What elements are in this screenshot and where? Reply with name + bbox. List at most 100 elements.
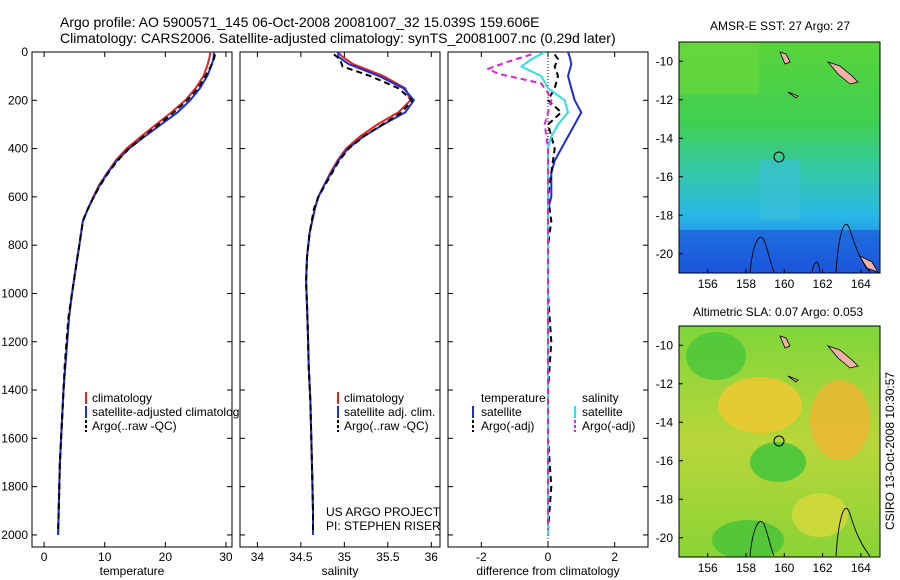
sla-map: Altimetric SLA: 0.07 Argo: 0.053 156 158 1… — [656, 305, 881, 575]
depth-tick-label: 600 — [8, 190, 28, 204]
legend-satellite-label: satellite adj. clim. — [344, 405, 435, 419]
sla-high-anomaly — [718, 377, 802, 433]
x-tick-label: -2 — [476, 550, 487, 564]
lat-tick-label: -10 — [656, 54, 674, 68]
sla-low-anomaly — [750, 442, 806, 482]
series-argo-raw-qc-line — [57, 54, 216, 531]
lon-tick-label: 158 — [736, 277, 756, 291]
coastline-contour — [811, 261, 821, 273]
salinity-panel-frame — [239, 51, 441, 548]
float-position-marker — [773, 151, 785, 163]
island-shape — [826, 61, 859, 85]
lon-tick-label: 164 — [851, 561, 871, 575]
sst-warm-patch — [679, 42, 759, 94]
temperature-axis-label: temperature — [100, 564, 165, 578]
figure-title-line1: Argo profile: AO 5900571_145 06-Oct-2008… — [60, 14, 540, 30]
salinity-panel: 34 34.5 35 35.5 36 salinity climatology sate… — [239, 51, 441, 578]
coastline-contour — [749, 521, 775, 557]
difference-panel: -2 0 2 difference from climatology tempera… — [447, 51, 649, 578]
coastline-contour — [749, 237, 775, 273]
lat-tick-label: -18 — [656, 208, 674, 222]
lon-tick-label: 164 — [851, 277, 871, 291]
depth-tick-label: 1800 — [1, 480, 28, 494]
x-tick-label: 30 — [219, 550, 233, 564]
coastline-contour — [835, 223, 871, 273]
series-argo-raw-qc-line — [305, 53, 414, 531]
lat-tick-label: -16 — [656, 170, 674, 184]
lat-tick-label: -20 — [656, 531, 674, 545]
lat-tick-label: -16 — [656, 454, 674, 468]
lat-tick-label: -10 — [656, 338, 674, 352]
project-annotation: US ARGO PROJECT — [326, 505, 441, 519]
figure-title-line2: Climatology: CARS2006. Satellite-adjuste… — [60, 30, 616, 46]
legend-temperature-heading: temperature — [481, 391, 546, 405]
lon-tick-label: 158 — [736, 561, 756, 575]
lat-tick-label: -18 — [656, 492, 674, 506]
legend-climatology-label: climatology — [92, 391, 152, 405]
lon-tick-label: 162 — [813, 561, 833, 575]
legend-sal-argo-label: Argo(-adj) — [582, 419, 635, 433]
x-tick-label: 0 — [545, 550, 552, 564]
x-tick-label: 34.5 — [289, 550, 313, 564]
depth-tick-label: 400 — [8, 142, 28, 156]
island-shape — [826, 345, 859, 369]
x-tick-label: 34 — [251, 550, 265, 564]
island-shape — [779, 51, 791, 65]
depth-tick-label: 1400 — [1, 383, 28, 397]
x-tick-label: 10 — [98, 550, 112, 564]
lon-tick-label: 156 — [698, 277, 718, 291]
float-position-marker — [773, 435, 785, 447]
x-tick-label: 36 — [425, 550, 439, 564]
depth-tick-label: 1200 — [1, 335, 28, 349]
series-salinity-argo-adj-line — [487, 53, 553, 531]
sst-map-frame — [678, 41, 881, 274]
depth-tick-label: 800 — [8, 238, 28, 252]
lon-tick-label: 160 — [774, 277, 794, 291]
x-tick-label: 35.5 — [376, 550, 400, 564]
sla-map-title: Altimetric SLA: 0.07 Argo: 0.053 — [693, 305, 863, 319]
legend-sal-satellite-label: satellite — [582, 405, 623, 419]
x-tick-label: 0 — [41, 550, 48, 564]
sla-high-anomaly — [810, 380, 870, 460]
legend-argo-label: Argo(..raw -QC) — [92, 419, 177, 433]
salinity-axis-label: salinity — [322, 564, 359, 578]
sla-map-frame — [678, 325, 881, 558]
legend-argo-label: Argo(..raw -QC) — [344, 419, 429, 433]
temperature-panel: 0 10 20 30 temperature climatology satellit… — [31, 51, 245, 578]
legend-salinity-heading: salinity — [582, 391, 619, 405]
lon-tick-label: 160 — [774, 561, 794, 575]
salinity-legend: climatology satellite adj. clim. Argo(..… — [337, 391, 435, 433]
depth-tick-label: 0 — [21, 45, 28, 59]
difference-legend: temperature satellite Argo(-adj) salinit… — [472, 391, 635, 433]
pi-annotation: PI: STEPHEN RISER — [326, 519, 441, 533]
x-tick-label: 20 — [159, 550, 173, 564]
island-shape — [779, 335, 791, 349]
x-tick-label: 35 — [338, 550, 352, 564]
lon-tick-label: 162 — [813, 277, 833, 291]
x-tick-label: 2 — [611, 550, 618, 564]
sst-cold-band — [679, 230, 880, 273]
lat-tick-label: -20 — [656, 247, 674, 261]
legend-temp-argo-label: Argo(-adj) — [481, 419, 534, 433]
sst-cool-patch — [760, 160, 800, 220]
lon-tick-label: 156 — [698, 561, 718, 575]
island-shape — [787, 375, 799, 383]
depth-axis: 0 200 400 600 800 1000 1200 1400 1600 1800 2000 — [1, 45, 28, 542]
lat-tick-label: -14 — [656, 415, 674, 429]
island-shape — [787, 91, 799, 99]
credit-timestamp: CSIRO 13-Oct-2008 10:30:57 — [883, 372, 897, 530]
legend-climatology-label: climatology — [344, 391, 404, 405]
sla-low-anomaly — [686, 332, 746, 380]
lat-tick-label: -14 — [656, 131, 674, 145]
sla-high-anomaly — [792, 493, 848, 537]
coastline-contour — [835, 507, 871, 557]
sst-map-title: AMSR-E SST: 27 Argo: 27 — [710, 19, 850, 33]
sst-map: AMSR-E SST: 27 Argo: 27 156 158 160 162 164 -… — [656, 19, 881, 291]
depth-tick-label: 1600 — [1, 431, 28, 445]
lat-tick-label: -12 — [656, 93, 674, 107]
temperature-legend: climatology satellite-adjusted climatolo… — [85, 391, 245, 433]
depth-tick-label: 200 — [8, 93, 28, 107]
legend-satellite-label: satellite-adjusted climatology — [92, 405, 245, 419]
legend-temp-satellite-label: satellite — [481, 405, 522, 419]
lat-tick-label: -12 — [656, 377, 674, 391]
